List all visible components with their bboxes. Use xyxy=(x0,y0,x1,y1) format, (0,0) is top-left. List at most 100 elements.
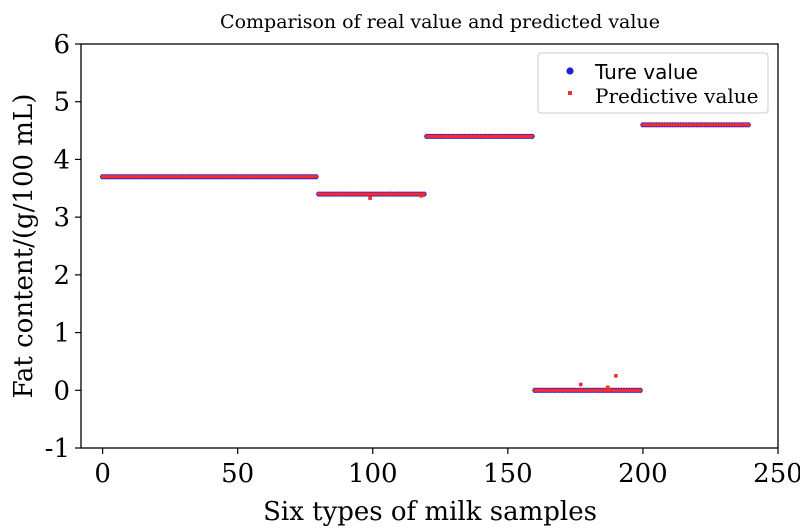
predicted-value-point xyxy=(419,193,424,198)
predicted-value-point xyxy=(368,196,372,200)
predicted-value-point xyxy=(171,175,175,179)
predicted-value-point xyxy=(314,175,318,179)
predicted-value-point xyxy=(606,388,610,392)
predicted-value-point xyxy=(265,175,270,179)
x-tick-label: 0 xyxy=(94,459,111,489)
predicted-value-point xyxy=(368,192,372,196)
predicted-value-point xyxy=(741,123,745,127)
y-tick-label: 3 xyxy=(53,203,70,233)
predicted-value-point xyxy=(633,388,637,392)
predicted-value-point xyxy=(352,192,356,196)
predicted-value-point xyxy=(565,388,569,392)
predicted-value-point xyxy=(408,192,413,196)
predicted-value-point xyxy=(436,134,440,138)
predicted-value-point xyxy=(230,175,234,179)
predicted-value-point xyxy=(211,175,215,179)
predicted-value-point xyxy=(743,123,748,127)
predicted-value-point xyxy=(530,134,534,138)
predicted-value-point xyxy=(363,192,367,196)
predicted-value-point xyxy=(411,192,415,196)
predicted-value-point xyxy=(133,175,137,179)
legend-pred-label: Predictive value xyxy=(595,84,759,108)
predicted-value-point xyxy=(217,175,221,179)
predicted-value-point xyxy=(471,134,475,138)
predicted-value-point xyxy=(298,175,302,179)
predicted-value-point xyxy=(279,175,283,179)
predicted-value-point xyxy=(155,175,159,179)
predicted-value-point xyxy=(595,388,599,392)
x-tick-label: 150 xyxy=(483,459,533,489)
predicted-value-point xyxy=(689,123,694,127)
predicted-value-point xyxy=(309,175,313,179)
predicted-value-point xyxy=(406,192,410,196)
predicted-value-point xyxy=(365,192,369,196)
predicted-value-point xyxy=(268,175,272,179)
predicted-value-point xyxy=(252,175,256,179)
predicted-value-point xyxy=(260,175,264,179)
predicted-value-point xyxy=(360,192,364,196)
predicted-value-point xyxy=(398,192,402,196)
predicted-value-point xyxy=(163,175,167,179)
predicted-value-point xyxy=(490,134,494,138)
predicted-value-point xyxy=(746,123,750,127)
y-tick-label: 5 xyxy=(53,88,70,118)
x-tick-label: 50 xyxy=(221,459,254,489)
predicted-value-point xyxy=(141,175,145,179)
predicted-value-point xyxy=(136,175,140,179)
y-tick-label: -1 xyxy=(45,434,70,464)
predicted-value-point xyxy=(606,385,610,390)
predicted-value-point xyxy=(282,175,286,179)
predicted-value-point xyxy=(463,134,467,138)
predicted-value-point xyxy=(414,192,418,196)
predicted-value-point xyxy=(444,134,448,138)
predicted-value-point xyxy=(722,123,726,127)
predicted-value-point xyxy=(662,123,667,127)
predicted-value-point xyxy=(735,123,740,127)
predicted-value-point xyxy=(668,123,672,127)
predicted-value-point xyxy=(157,175,161,179)
predicted-value-point xyxy=(630,388,634,392)
predicted-value-point xyxy=(219,175,224,179)
predicted-value-point xyxy=(484,134,488,138)
predicted-value-point xyxy=(117,175,121,179)
predicted-value-point xyxy=(589,388,594,392)
predicted-value-point xyxy=(698,123,702,127)
predicted-value-point xyxy=(725,123,729,127)
predicted-value-point xyxy=(225,175,229,179)
predicted-value-point xyxy=(638,388,642,392)
predicted-value-point xyxy=(384,192,388,196)
predicted-value-point xyxy=(273,175,278,179)
predicted-value-point xyxy=(125,175,129,179)
predicted-value-point xyxy=(522,134,526,138)
predicted-value-point xyxy=(614,388,618,392)
x-tick-label: 100 xyxy=(348,459,398,489)
predicted-value-point xyxy=(357,192,361,196)
predicted-value-point xyxy=(152,175,156,179)
predicted-value-point xyxy=(733,123,737,127)
predicted-value-point xyxy=(300,175,305,179)
predicted-value-point xyxy=(452,134,456,138)
predicted-value-point xyxy=(676,123,680,127)
predicted-value-point xyxy=(276,175,280,179)
y-axis-label: Fat content/(g/100 mL) xyxy=(9,94,39,399)
predicted-value-point xyxy=(560,388,564,392)
predicted-value-point xyxy=(465,134,469,138)
predicted-value-point xyxy=(625,388,629,392)
predicted-value-point xyxy=(198,175,202,179)
predicted-value-point xyxy=(295,175,299,179)
predicted-value-point xyxy=(619,388,623,392)
predicted-value-point xyxy=(168,175,172,179)
x-axis: 0 50 100 150 200 250 xyxy=(94,448,800,489)
predicted-value-point xyxy=(579,388,583,392)
predicted-value-point xyxy=(481,134,486,138)
predicted-value-point xyxy=(176,175,180,179)
predicted-value-point xyxy=(330,192,334,196)
predicted-value-point xyxy=(730,123,734,127)
predicted-value-point xyxy=(681,123,686,127)
predicted-value-point xyxy=(541,388,545,392)
predicted-value-point xyxy=(400,192,405,196)
predicted-value-point xyxy=(233,175,237,179)
predicted-value-point xyxy=(244,175,248,179)
predicted-value-point xyxy=(395,192,399,196)
